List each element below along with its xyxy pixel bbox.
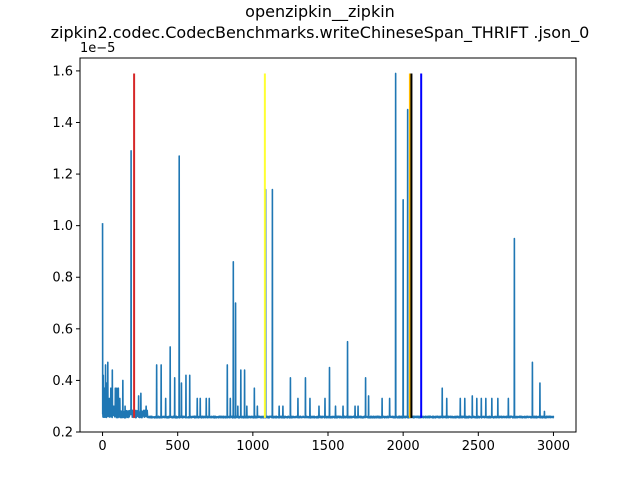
x-tick-label: 1000 bbox=[236, 439, 269, 454]
x-tick-label: 2000 bbox=[387, 439, 420, 454]
y-tick-label: 0.4 bbox=[52, 374, 73, 389]
y-tick-label: 0.8 bbox=[52, 271, 73, 286]
x-tick-label: 0 bbox=[98, 439, 106, 454]
x-tick-label: 3000 bbox=[537, 439, 570, 454]
y-tick-label: 1.6 bbox=[52, 64, 73, 79]
chart-title-line1: openzipkin__zipkin bbox=[245, 2, 395, 22]
chart-title-line2: zipkin2.codec.CodecBenchmarks.writeChine… bbox=[51, 23, 590, 43]
y-tick-label: 0.2 bbox=[52, 426, 73, 441]
y-axis: 0.2 0.4 0.6 0.8 1.0 1.2 1.4 1.6 bbox=[52, 64, 80, 441]
y-tick-label: 1.4 bbox=[52, 116, 73, 131]
plot-area bbox=[101, 72, 555, 419]
y-offset-label: 1e−5 bbox=[80, 41, 115, 56]
axes-frame bbox=[79, 57, 577, 433]
x-tick-label: 2500 bbox=[462, 439, 495, 454]
y-tick-label: 1.2 bbox=[52, 168, 73, 183]
x-tick-label: 500 bbox=[165, 439, 190, 454]
x-axis: 0 500 1000 1500 2000 2500 3000 bbox=[98, 432, 570, 454]
series-line bbox=[101, 72, 555, 419]
x-tick-label: 1500 bbox=[311, 439, 344, 454]
y-tick-label: 0.6 bbox=[52, 322, 73, 337]
y-tick-label: 1.0 bbox=[52, 219, 73, 234]
